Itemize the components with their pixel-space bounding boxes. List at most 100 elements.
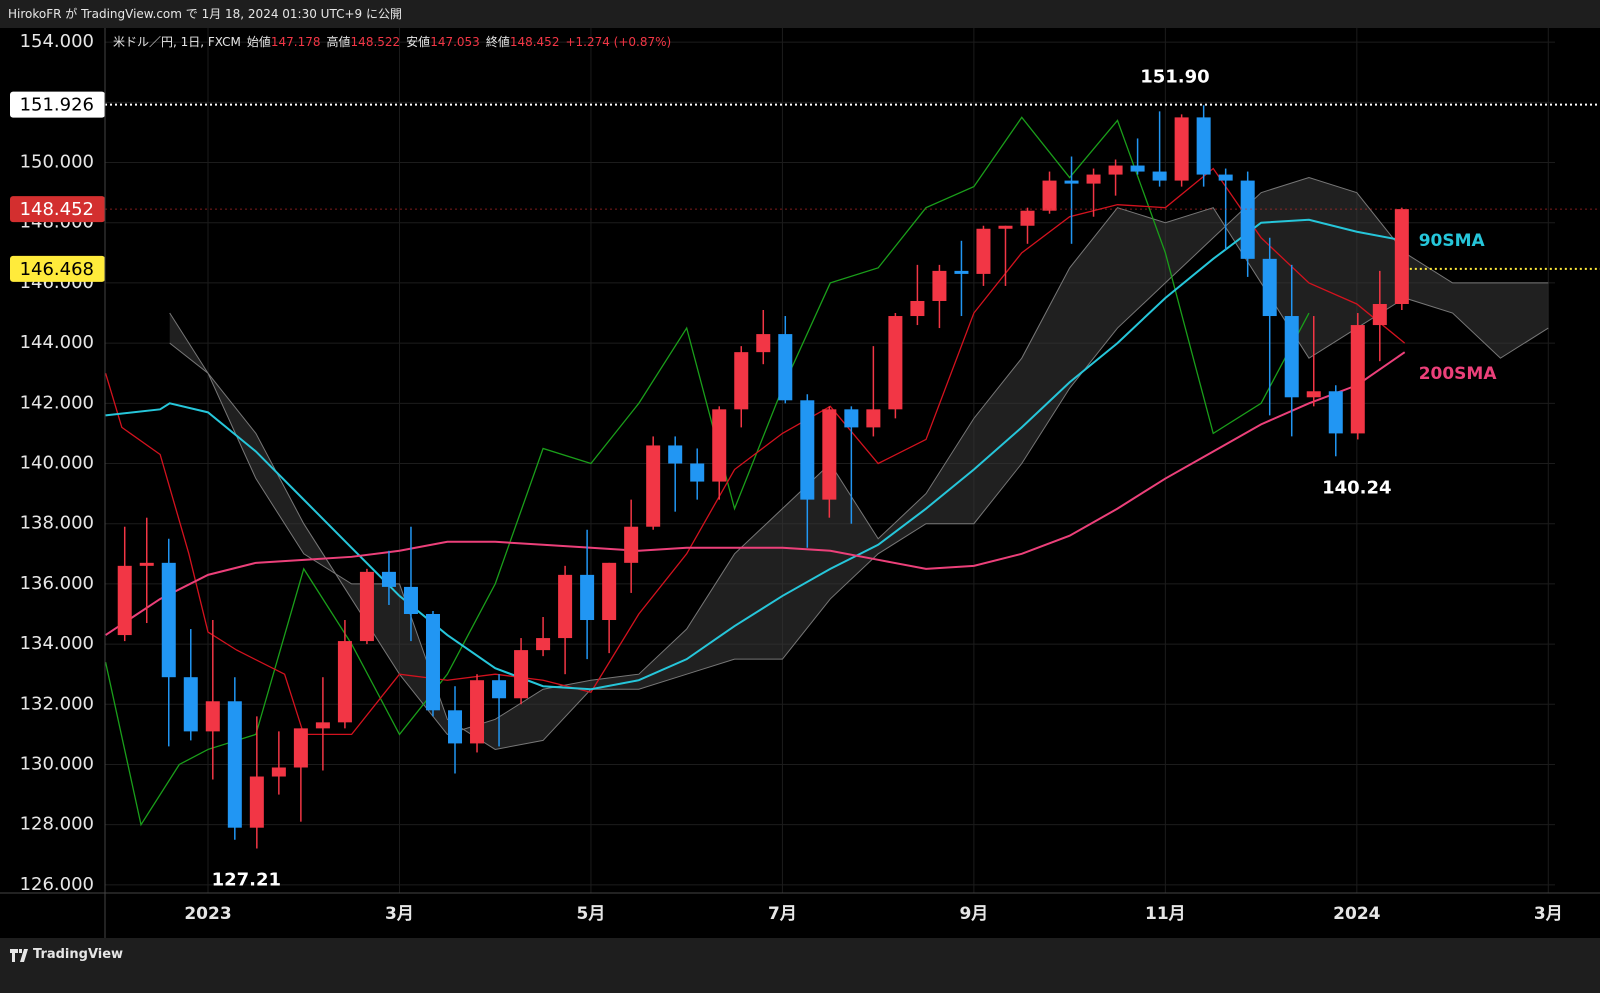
y-tick-label: 130.000 <box>20 753 94 774</box>
candle-body <box>778 334 793 401</box>
line-label: 90SMA <box>1419 231 1486 251</box>
x-tick-label: 11月 <box>1145 904 1186 924</box>
price-tag-label: 151.926 <box>20 95 94 116</box>
candle-body <box>712 409 727 482</box>
candle-body <box>1218 174 1233 181</box>
candle-body <box>425 613 440 711</box>
candle-body <box>1042 180 1057 211</box>
indicator-line <box>105 167 1406 736</box>
y-tick-label: 150.000 <box>20 152 94 173</box>
legend: 米ドル／円, 1日, FXCM 始値147.178 高値148.522 安値147.0… <box>113 34 671 49</box>
legend-key: 高値 <box>327 34 351 49</box>
y-tick-label: 134.000 <box>20 633 94 654</box>
candle-body <box>976 228 991 274</box>
candle-body <box>448 710 463 744</box>
indicator-line <box>105 116 1310 827</box>
candle-body <box>932 270 947 301</box>
candle-body <box>1262 258 1277 317</box>
candle-body <box>910 300 925 317</box>
x-tick-label: 2024 <box>1333 904 1380 924</box>
x-tick-label: 2023 <box>184 904 231 924</box>
annotation: 127.21 <box>212 869 281 890</box>
price-tag-label: 146.468 <box>20 259 94 280</box>
y-tick-label: 126.000 <box>20 874 94 895</box>
candle-body <box>205 701 220 732</box>
annotation: 140.24 <box>1322 477 1391 498</box>
legend-key: 終値 <box>486 34 510 49</box>
logo <box>10 949 28 962</box>
legend-value: 148.452 <box>510 35 560 49</box>
y-tick-label: 140.000 <box>20 453 94 474</box>
legend-value: 147.053 <box>430 35 480 49</box>
candle-body <box>1328 391 1343 434</box>
candle-body <box>888 316 903 410</box>
candle-body <box>1086 174 1101 184</box>
y-tick-label: 128.000 <box>20 814 94 835</box>
annotation: 151.90 <box>1140 66 1209 87</box>
candle-body <box>161 562 176 678</box>
legend-key: 始値 <box>247 34 271 49</box>
candle-body <box>558 574 573 639</box>
candle-body <box>646 445 661 527</box>
candle-body <box>1284 316 1299 398</box>
candle-body <box>756 334 771 353</box>
candle-body <box>139 562 154 566</box>
candle-body <box>271 767 286 777</box>
candle-body <box>734 352 749 410</box>
price-tag <box>10 255 105 282</box>
line-label: 200SMA <box>1419 364 1498 384</box>
candle-body <box>249 776 264 828</box>
candle-body <box>668 445 683 464</box>
candle-body <box>403 586 418 614</box>
legend-key: 安値 <box>406 34 430 49</box>
candle-body <box>337 641 352 723</box>
legend-value: 148.522 <box>351 35 401 49</box>
candle-body <box>954 270 969 274</box>
y-tick-label: 136.000 <box>20 573 94 594</box>
indicator-line <box>105 351 1406 636</box>
x-tick-label: 7月 <box>768 904 797 924</box>
candle-body <box>1152 171 1167 181</box>
x-tick-label: 5月 <box>577 904 606 924</box>
candle-body <box>1174 117 1189 181</box>
candle-body <box>580 574 595 621</box>
candle-body <box>998 225 1013 229</box>
candle-body <box>800 400 815 500</box>
candle-body <box>1372 303 1387 326</box>
footer-text: TradingView <box>33 947 124 962</box>
candle-body <box>381 571 396 587</box>
candle-body <box>690 463 705 482</box>
price-tag <box>10 91 105 118</box>
candle-body <box>624 526 639 563</box>
candle-body <box>1130 165 1145 172</box>
y-tick-label: 142.000 <box>20 392 94 413</box>
candle-body <box>1394 209 1409 304</box>
x-tick-label: 9月 <box>959 904 988 924</box>
x-tick-label: 3月 <box>1534 904 1563 924</box>
candle-body <box>844 409 859 428</box>
legend-value: 147.178 <box>271 35 321 49</box>
price-tag-label: 148.452 <box>20 199 94 220</box>
chart: 126.000 128.000 130.000 132.000 134.000 136.0… <box>0 28 1600 938</box>
indicator-line <box>105 218 1405 691</box>
candle-body <box>315 722 330 729</box>
header: HirokoFR が TradingView.com で 1月 18, 2024… <box>0 0 1600 28</box>
candle-body <box>822 409 837 500</box>
candle-body <box>1108 165 1123 175</box>
candle-body <box>602 562 617 621</box>
y-tick-label: 138.000 <box>20 513 94 534</box>
candle-body <box>117 565 132 636</box>
price-tag <box>10 196 105 223</box>
plot-area <box>105 105 1549 849</box>
candle-body <box>227 701 242 828</box>
candle-body <box>1240 180 1255 259</box>
candle-body <box>866 409 881 428</box>
candle-body <box>470 680 485 744</box>
candle-body <box>293 728 308 768</box>
legend-change: +1.274 (+0.87%) <box>565 35 671 49</box>
candle-body <box>359 571 374 642</box>
candle-body <box>492 680 507 699</box>
candle-body <box>1306 391 1321 398</box>
footer: TradingView <box>0 938 1600 993</box>
